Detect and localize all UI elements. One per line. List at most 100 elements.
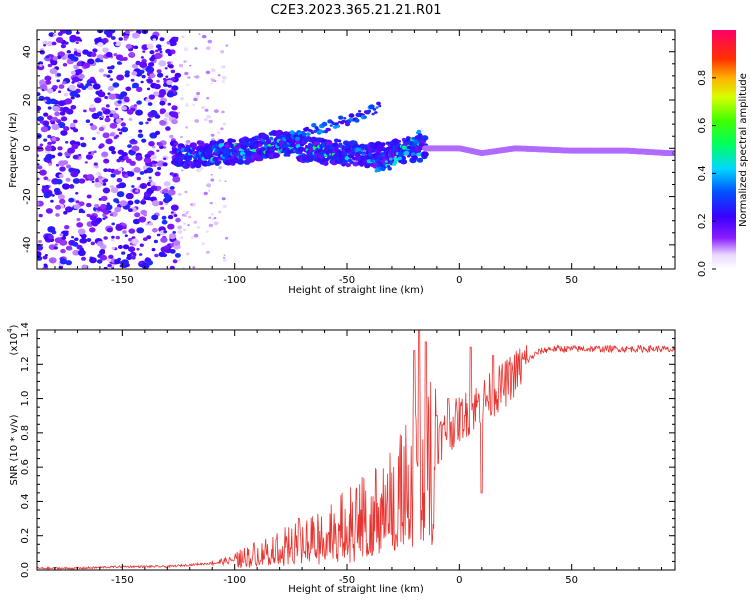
noise-blob [100,115,105,118]
noise-blob [45,208,53,214]
chart-title: C2E3.2023.365.21.21.R01 [270,3,441,18]
noise-blob [157,72,164,78]
noise-blob [187,224,190,227]
noise-blob [43,44,47,47]
noise-blob [65,177,71,182]
noise-blob [70,170,79,178]
noise-blob [145,257,150,261]
noise-blob [135,155,143,161]
noise-blob [198,33,201,36]
noise-blob [76,61,83,67]
noise-blob [65,230,69,234]
noise-blob [164,67,168,70]
noise-blob [156,79,160,83]
noise-blob [116,158,121,163]
upper-branch-blob [341,119,346,123]
noise-blob [116,178,123,183]
noise-blob [72,154,79,160]
noise-blob [121,251,126,255]
noise-blob [102,179,107,183]
noise-blob [121,106,127,111]
noise-blob [37,200,44,207]
noise-blob [77,245,82,249]
noise-blob [81,85,87,91]
x-tick-label: -50 [339,275,355,286]
noise-blob [201,105,206,110]
noise-blob [140,209,147,215]
noise-blob [169,186,175,190]
signal-core [366,159,372,164]
noise-blob [177,225,183,230]
noise-blob [53,187,61,194]
noise-blob [57,152,63,157]
noise-blob [43,192,51,199]
noise-blob [67,147,75,154]
signal-halo [237,159,245,165]
noise-blob [76,222,84,228]
lower-branch-blob [397,156,402,161]
signal-halo [400,159,408,165]
signal-halo [411,155,418,161]
noise-blob [133,167,141,173]
lower-branch-blob [414,141,419,145]
noise-blob [116,74,124,81]
noise-blob [153,91,160,97]
noise-blob [104,204,113,211]
noise-blob [131,255,136,260]
noise-blob [89,104,95,109]
noise-blob [47,141,52,146]
signal-halo [332,142,339,148]
noise-blob [178,258,182,262]
x-tick-label: -100 [223,575,246,586]
noise-blob [148,176,152,179]
noise-blob [97,241,104,247]
signal-core [342,151,348,156]
noise-blob [185,139,191,144]
noise-blob [51,140,56,145]
upper-branch-blob [375,106,379,109]
noise-blob [142,50,146,53]
noise-blob [145,98,151,103]
noise-blob [206,97,210,100]
noise-blob [154,171,161,177]
noise-blob [131,185,135,188]
noise-blob [170,204,179,211]
noise-blob [139,171,145,175]
noise-blob [152,228,158,233]
noise-blob [85,154,93,160]
signal-halo [284,144,289,149]
noise-blob [201,242,205,246]
noise-blob [94,37,101,44]
noise-blob [154,130,161,135]
noise-blob [59,233,64,237]
noise-blob [155,44,162,49]
noise-blob [148,62,155,67]
noise-blob [163,118,168,122]
colorbar-gradient [712,30,736,269]
signal-halo [353,161,360,166]
noise-blob [55,178,63,185]
noise-blob [54,237,63,244]
noise-blob [157,142,163,147]
noise-blob [162,162,168,167]
noise-blob [77,228,86,235]
noise-blob [186,83,189,87]
noise-blob [138,129,143,133]
noise-blob [193,97,198,102]
noise-blob [132,82,139,89]
signal-halo [189,142,197,148]
upper-branch-blob [338,115,344,120]
noise-blob [105,104,110,108]
lower-branch-blob [411,137,415,140]
noise-blob [159,50,163,54]
noise-blob [108,254,114,259]
heatmap-marks [37,30,675,269]
colorbar-label: Normalized spectral amplitude [738,73,749,227]
noise-blob [151,200,160,207]
noise-blob [117,128,121,131]
snr-series-line [37,330,675,570]
x-tick-label: -100 [223,275,246,286]
upper-branch-blob [358,110,362,113]
noise-blob [101,107,106,111]
